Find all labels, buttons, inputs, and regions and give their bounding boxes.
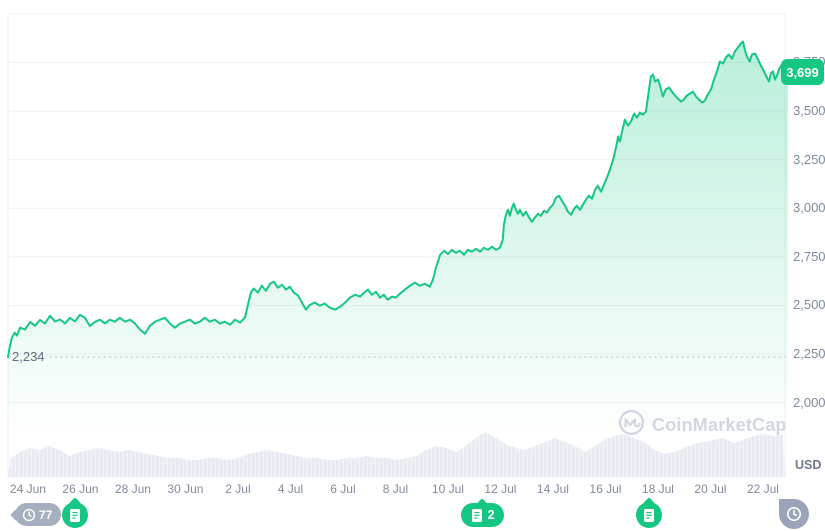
clock-icon [22,508,36,522]
latest-time-marker[interactable] [779,499,810,529]
x-tick-label: 28 Jun [114,482,151,496]
y-tick-label: 2,000 [793,394,825,410]
x-tick-label: 8 Jul [382,482,409,496]
x-tick-label: 6 Jul [330,482,356,496]
news-marker-26jun[interactable] [61,502,88,528]
x-tick-label: 18 Jul [641,482,674,496]
document-icon [470,508,484,523]
watermark-text: CoinMarketCap [652,414,787,435]
currency-unit-label: USD [795,458,822,472]
y-tick-label: 3,250 [793,151,825,167]
coinmarketcap-logo-icon [618,409,645,441]
news-count: 2 [487,508,495,522]
x-tick-label: 2 Jul [225,482,251,496]
x-tick-label: 12 Jul [484,482,517,496]
price-line [7,40,789,358]
clock-icon [786,506,802,522]
x-tick-label: 4 Jul [277,482,304,496]
x-tick-label: 22 Jul [746,482,779,496]
news-marker-12jul[interactable]: 2 [460,503,504,527]
x-tick-label: 10 Jul [431,482,464,496]
x-tick-label: 14 Jul [536,482,569,496]
coinmarketcap-watermark: CoinMarketCap [618,409,787,441]
news-marker-18jul[interactable] [636,502,663,528]
document-icon [68,508,82,523]
x-tick-label: 26 Jun [62,482,99,496]
document-icon [642,508,656,523]
price-area-fill [8,41,788,427]
y-tick-label: 3,500 [793,103,825,119]
collapsed-events-count: 77 [38,507,53,522]
y-tick-label: 2,250 [793,345,825,361]
x-tick-label: 30 Jun [167,482,204,496]
volume-area [8,432,785,477]
collapsed-events-marker[interactable]: 77 [14,503,62,526]
y-tick-label: 3,000 [793,200,825,216]
current-price-badge: 3,699 [781,59,824,85]
x-tick-label: 20 Jul [694,482,727,496]
period-low-label: 2,234 [12,349,45,364]
x-tick-label: 24 Jun [9,482,46,496]
y-tick-label: 2,500 [793,297,825,313]
x-tick-label: 16 Jul [589,482,622,496]
y-tick-label: 2,750 [793,248,825,264]
